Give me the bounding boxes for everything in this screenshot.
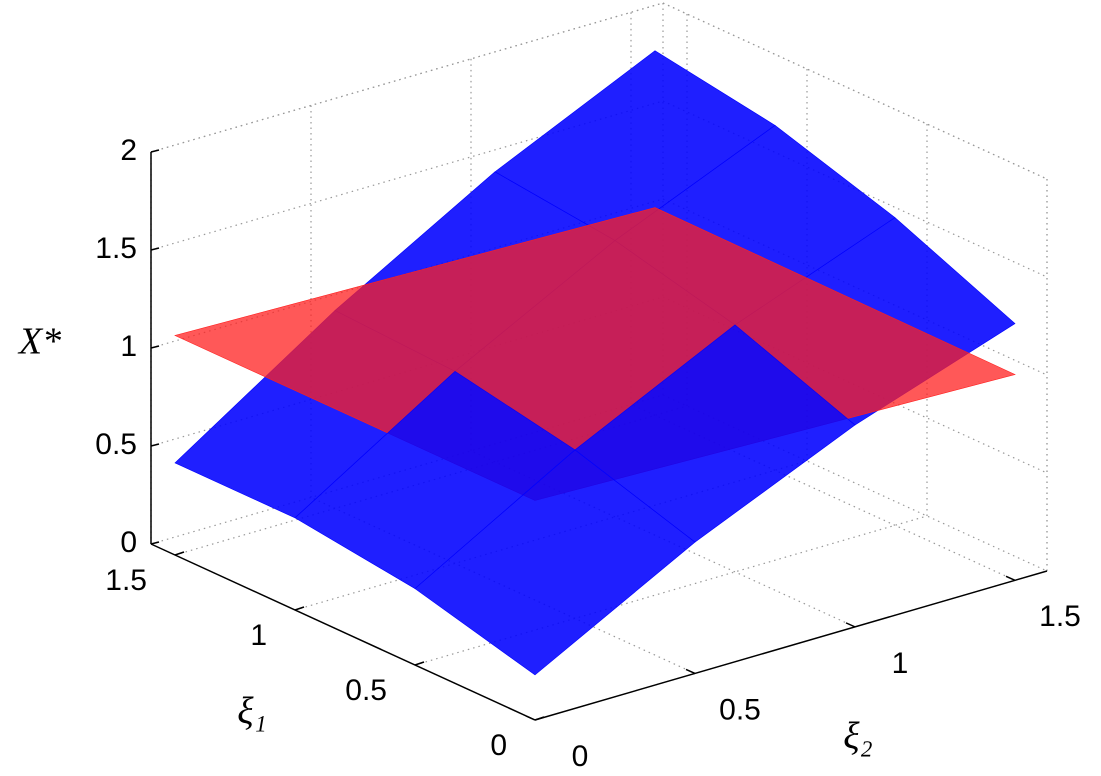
x-tick-label: 1.5	[105, 564, 147, 597]
z-tick-label: 0.5	[95, 428, 137, 461]
grid-line	[662, 100, 1048, 278]
x-tick	[294, 606, 305, 611]
x-tick-label: 0	[490, 729, 507, 762]
surface-patch	[414, 449, 696, 676]
box-edge	[150, 2, 664, 153]
x-tick	[174, 551, 185, 556]
x-tick	[534, 716, 545, 721]
z-tick-label: 0	[120, 526, 137, 559]
grid-line	[662, 394, 1048, 572]
grid-line	[662, 296, 1048, 474]
y-axis	[534, 570, 1048, 721]
x-axis-label: ξ₁	[237, 691, 266, 733]
y-axis-label: ξ₂	[843, 716, 872, 758]
y-tick-label: 0.5	[719, 693, 761, 726]
x-tick	[414, 661, 425, 666]
box-edge	[662, 2, 1048, 180]
grid-line	[150, 100, 664, 251]
grid-line	[174, 405, 688, 556]
y-tick-label: 1	[892, 647, 909, 680]
z-tick-label: 1.5	[95, 232, 137, 265]
y-tick	[1005, 575, 1016, 581]
z-tick-label: 2	[120, 134, 137, 167]
axes-layer: 0 0.5 1 1.5 2 0 0.5 1 1.5 0 0.5 1 1.5	[95, 134, 1081, 773]
z-tick	[150, 541, 160, 545]
grid-line	[662, 198, 1048, 376]
x-tick-label: 1	[250, 619, 267, 652]
surface-layer	[174, 50, 1016, 676]
y-tick	[845, 622, 856, 628]
grid-line	[294, 460, 808, 611]
z-tick	[150, 443, 160, 447]
z-tick	[150, 149, 160, 153]
y-tick	[685, 668, 696, 675]
x-axis	[150, 543, 536, 721]
y-tick-label: 1.5	[1039, 600, 1081, 633]
z-tick	[150, 247, 160, 251]
z-tick	[150, 345, 160, 349]
z-tick-label: 1	[120, 330, 137, 363]
y-tick-label: 0	[572, 740, 589, 773]
z-axis-label: X*	[17, 321, 61, 363]
grid-line	[150, 394, 664, 545]
y-tick	[525, 715, 536, 721]
x-tick-label: 0.5	[345, 674, 387, 707]
